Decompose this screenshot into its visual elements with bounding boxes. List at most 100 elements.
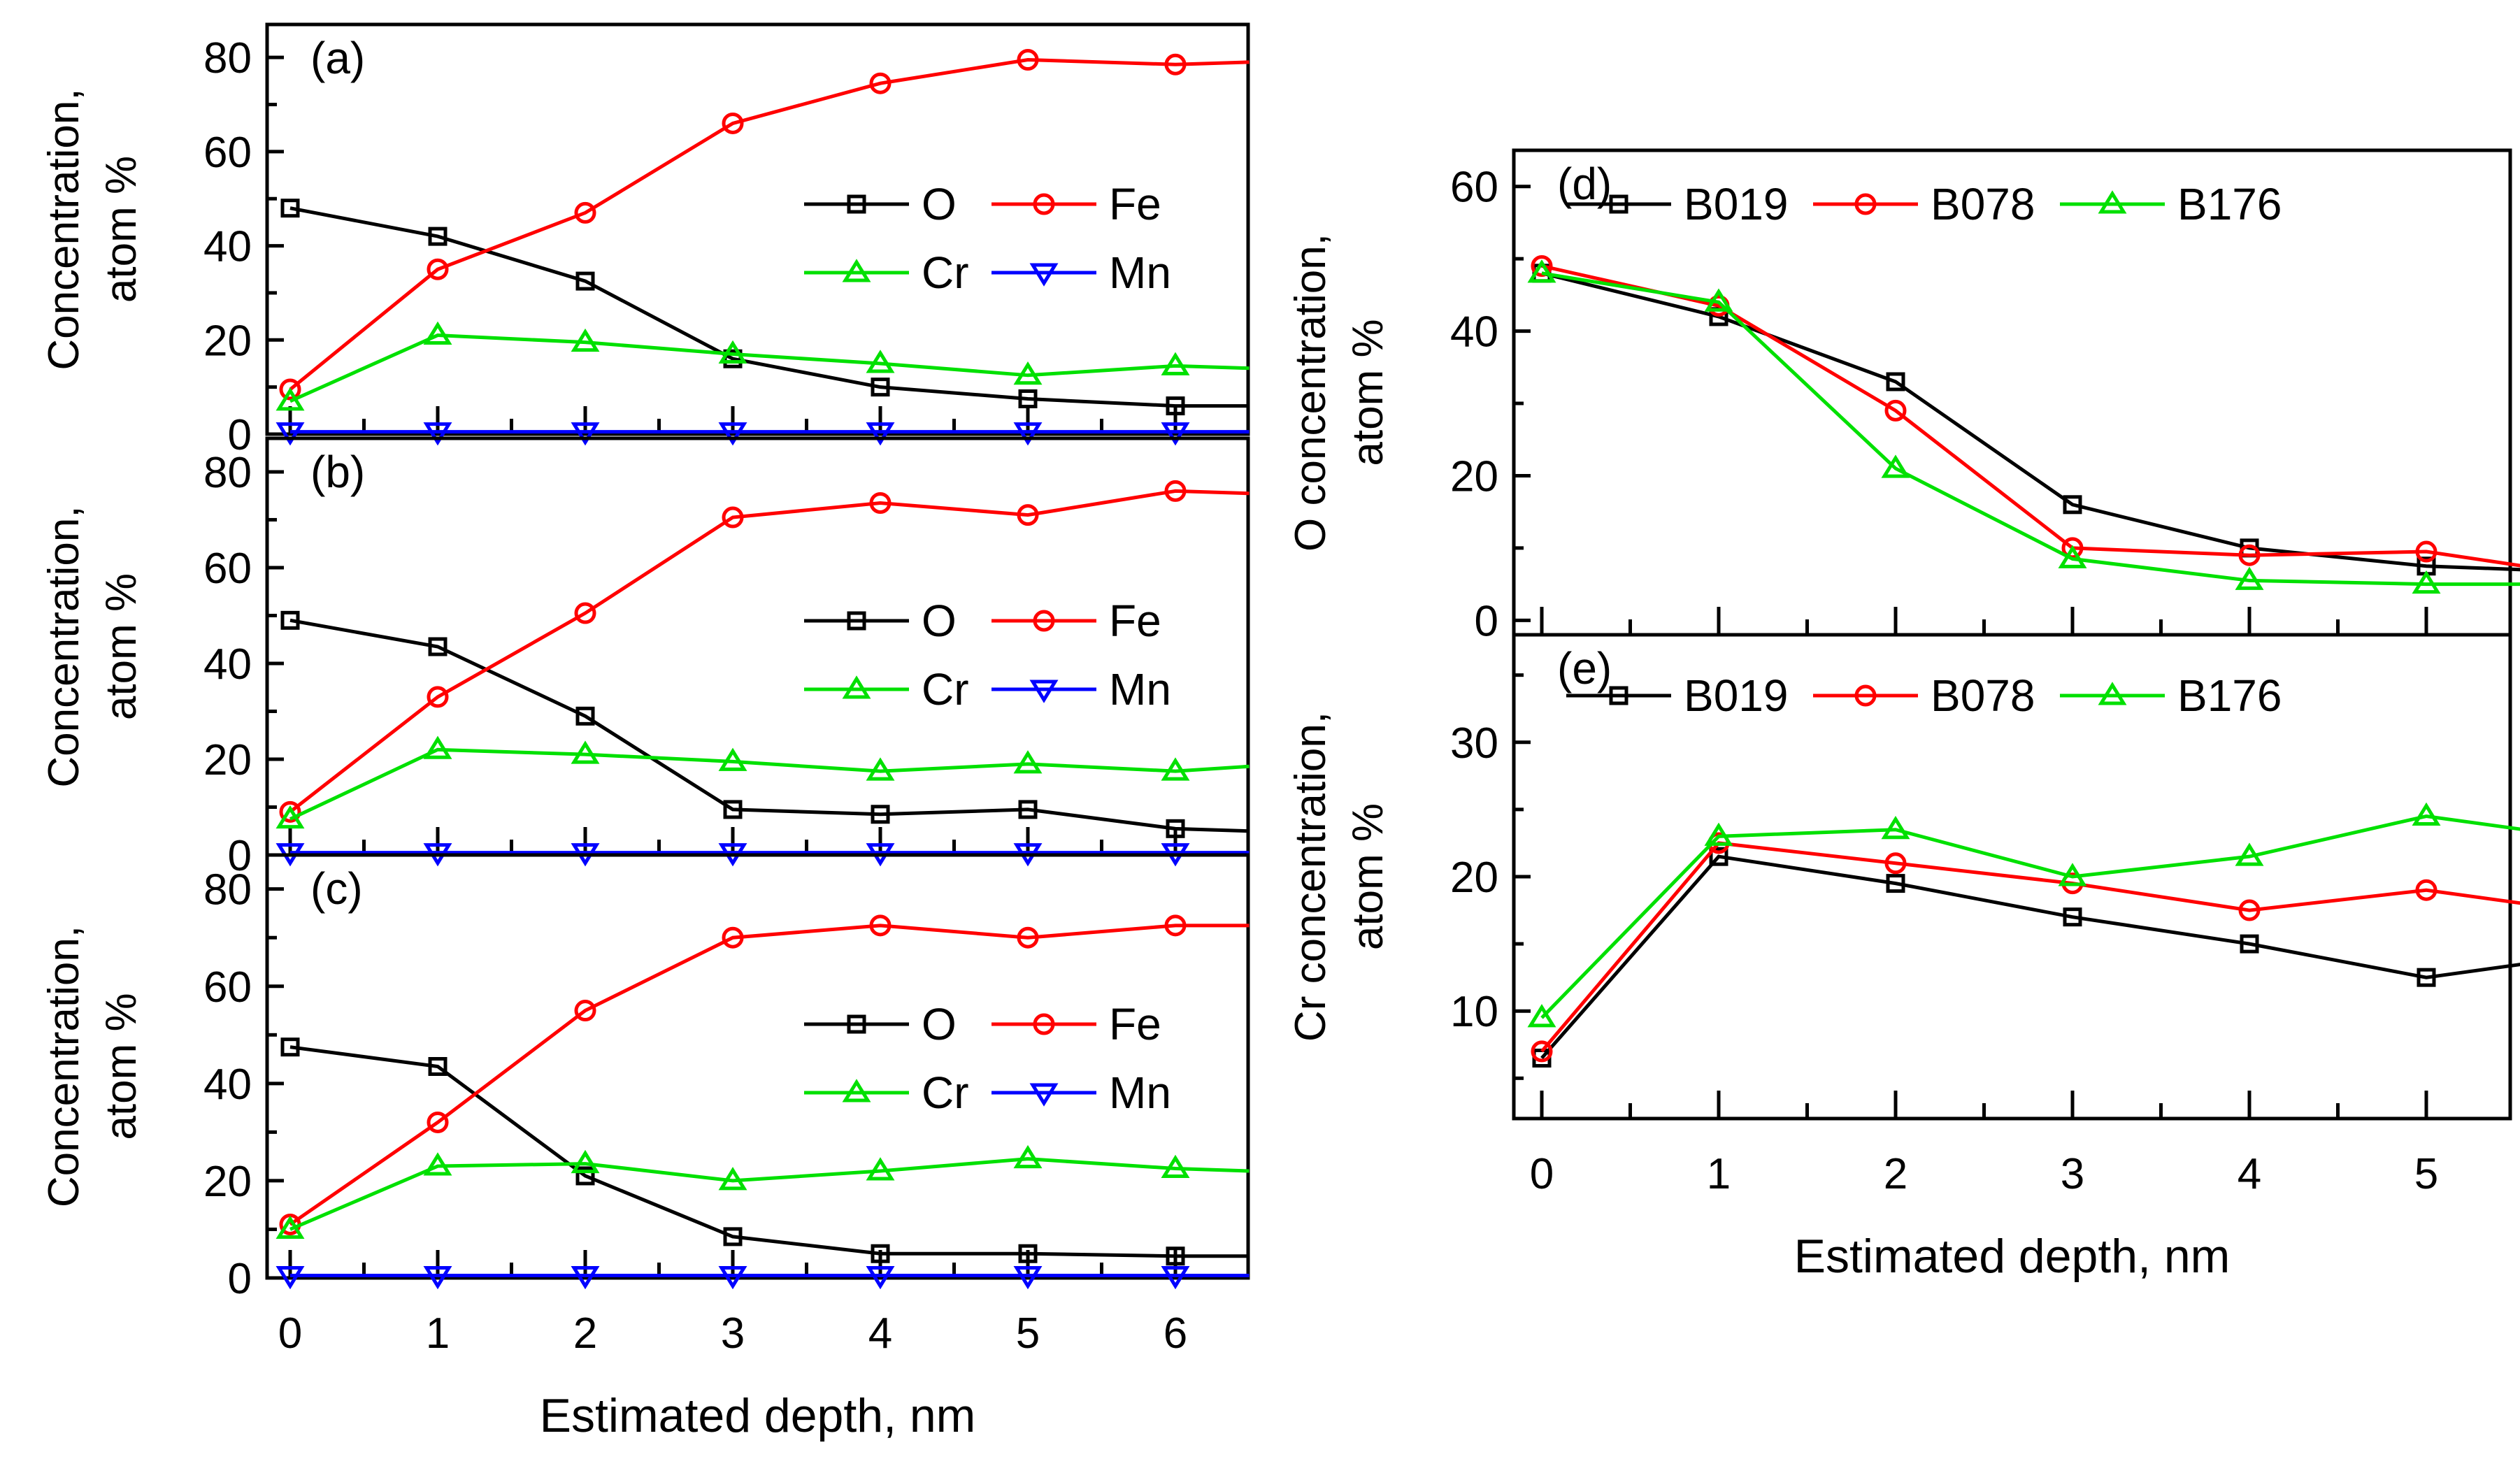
legend-label-Mn: Mn [1109, 664, 1171, 714]
data-point-B078 [1884, 852, 1907, 875]
series-line-O [289, 618, 1250, 833]
data-point-Fe [279, 800, 301, 823]
panel-tag: (d) [1557, 159, 1612, 209]
data-point-Cr [718, 1167, 747, 1191]
legend-marker-B078 [1854, 193, 1877, 215]
legend-marker-Mn [1029, 680, 1059, 703]
legend-marker-Mn [1029, 1083, 1059, 1107]
legend-marker-B019 [1609, 686, 1628, 705]
y-axis-label-line1: Concentration, [40, 505, 88, 787]
data-point-B176 [1527, 259, 1556, 283]
legend-label-B078: B078 [1931, 179, 2035, 229]
data-point-B176 [2058, 863, 2087, 886]
panel-tag: (b) [310, 447, 365, 497]
y-tick-label: 80 [203, 34, 252, 82]
data-point-Mn [571, 1266, 600, 1290]
legend-label-Fe: Fe [1109, 179, 1161, 229]
x-tick-label: 3 [2061, 1150, 2084, 1198]
series-line-B078 [1540, 841, 2520, 1053]
y-tick-label: 10 [1450, 988, 1498, 1036]
plot-frame [265, 436, 1250, 857]
y-axis-label: Cr concentration, atom % [1287, 712, 1392, 1042]
data-point-Mn [866, 1266, 895, 1290]
data-point-B078 [2415, 879, 2437, 901]
data-point-O [723, 1227, 743, 1246]
x-tick-label: 1 [1707, 1150, 1731, 1198]
data-point-B019 [2063, 495, 2082, 515]
legend-label-Fe: Fe [1109, 999, 1161, 1049]
data-point-B078 [2238, 544, 2261, 566]
legend-marker-Cr [842, 1079, 871, 1102]
data-point-Mn [718, 1266, 747, 1290]
data-point-O [1166, 1246, 1185, 1266]
series-line-Cr [289, 333, 1250, 403]
y-tick-label: 60 [1450, 164, 1498, 212]
data-point-Cr [275, 387, 305, 411]
data-point-Cr [423, 321, 452, 345]
data-point-Cr [718, 747, 747, 771]
series-line-B019 [1540, 854, 2520, 1060]
legend-label-B019: B019 [1684, 179, 1788, 229]
y-tick-label: 20 [203, 1158, 252, 1206]
x-axis-label: Estimated depth, nm [1794, 1230, 2231, 1283]
y-tick-label: 40 [1450, 308, 1498, 357]
x-tick-label: 0 [278, 1309, 302, 1358]
data-point-B078 [2238, 899, 2261, 921]
legend-marker-Mn [1029, 263, 1059, 287]
y-tick-label: 0 [228, 1255, 252, 1303]
data-point-O [280, 610, 300, 630]
legend-label-B176: B176 [2177, 670, 2282, 721]
y-tick-label: 20 [203, 736, 252, 784]
data-point-Cr [1013, 1144, 1043, 1169]
panel-b: 0 20 40 60 80 Concentration, atom % (b) O Fe Cr Mn [40, 436, 1250, 880]
y-axis-label-line1: Concentration, [40, 926, 88, 1207]
series-line-B019 [1541, 271, 2520, 572]
legend-marker-B078 [1854, 684, 1877, 707]
panel-c: 0 20 40 60 80 0 1 2 3 4 5 6 Estimated depth, nm Conce… [40, 853, 1250, 1442]
x-tick-label: 2 [1884, 1150, 1907, 1198]
data-point-B019 [1886, 874, 1905, 893]
data-point-Mn [1161, 1266, 1190, 1290]
data-point-Cr [275, 1215, 305, 1239]
data-point-Mn [423, 422, 452, 446]
data-point-Mn [1161, 422, 1190, 446]
data-point-O [1018, 389, 1038, 408]
plot-frame [265, 853, 1250, 1280]
legend-label-B176: B176 [2177, 179, 2282, 229]
data-point-Cr [1161, 757, 1190, 781]
series-line-Fe [289, 489, 1250, 814]
legend-marker-O [847, 1014, 866, 1034]
data-point-Cr [718, 340, 747, 364]
x-tick-label: 4 [2238, 1150, 2261, 1198]
data-point-Fe [427, 686, 449, 708]
y-axis-label-line2: atom % [1344, 319, 1392, 466]
data-point-Fe [1164, 914, 1187, 937]
data-point-Fe [1017, 926, 1039, 949]
y-tick-label: 60 [203, 963, 252, 1012]
panel-a: 0 20 40 60 80 Concentration, atom % (a) O Fe Cr Mn [40, 22, 1250, 459]
data-point-Fe [1017, 504, 1039, 526]
data-point-O [1018, 800, 1038, 819]
data-point-B176 [2412, 570, 2441, 594]
data-point-B176 [2412, 802, 2441, 826]
y-tick-label: 80 [203, 449, 252, 497]
legend: B019 B078 B176 [1566, 670, 2282, 721]
panel-tag: (c) [310, 863, 363, 914]
y-tick-label: 30 [1450, 719, 1498, 768]
legend-marker-B019 [1609, 194, 1628, 214]
legend-marker-Fe [1033, 1013, 1055, 1035]
legend-marker-Fe [1033, 610, 1055, 632]
data-point-O [575, 271, 595, 291]
x-tick-label: 1 [426, 1309, 450, 1358]
x-tick-label: 5 [2414, 1150, 2438, 1198]
data-point-B019 [2417, 968, 2436, 987]
data-point-B078 [1884, 399, 1907, 422]
y-tick-label: 20 [1450, 854, 1498, 902]
data-point-O [1166, 396, 1185, 416]
y-tick-label: 80 [203, 866, 252, 914]
legend-marker-Cr [842, 675, 871, 699]
x-axis-label: Estimated depth, nm [540, 1389, 976, 1442]
x-tick-label: 0 [1530, 1150, 1554, 1198]
legend-label-O: O [922, 596, 957, 646]
